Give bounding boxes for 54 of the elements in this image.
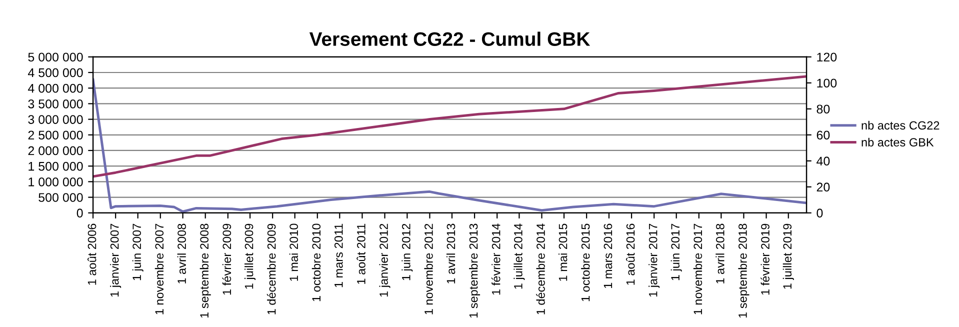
x-tick-label: 1 septembre 2018	[738, 224, 750, 318]
x-tick-label: 1 janvier 2017	[648, 224, 660, 297]
y2-tick-label: 100	[817, 78, 837, 88]
y-tick-label: 2 500 000	[28, 130, 83, 140]
y-tick-label: 4 000 000	[28, 84, 83, 93]
x-tick-label: 1 décembre 2009	[266, 224, 276, 314]
legend-label: nb actes GBK	[862, 138, 934, 147]
x-tick-label: 1 juin 2012	[402, 224, 413, 280]
x-tick-label: 1 septembre 2008	[200, 224, 211, 318]
x-tick-label: 1 mars 2016	[604, 224, 612, 288]
y-tick-label: 3 500 000	[28, 99, 83, 108]
chart-title: Versement CG22 - Cumul GBK	[309, 32, 590, 46]
x-tick-label: 1 juin 2017	[670, 224, 682, 280]
x-tick-label: 1 août 2011	[356, 224, 366, 284]
y2-tick-label: 60	[816, 130, 830, 140]
x-tick-label: 1 août 2006	[87, 224, 96, 285]
x-tick-label: 1 mai 2010	[289, 224, 298, 281]
x-tick-label: 1 septembre 2013	[469, 224, 480, 318]
x-tick-label: 1 novembre 2017	[693, 224, 702, 314]
y-tick-label: 1 000 000	[28, 177, 83, 186]
x-tick-label: 1 décembre 2014	[536, 224, 545, 314]
x-tick-label: 1 juillet 2019	[782, 224, 794, 289]
x-tick-label: 1 avril 2018	[716, 224, 724, 284]
x-tick-label: 1 mars 2011	[334, 224, 343, 288]
x-tick-label: 1 novembre 2007	[154, 224, 164, 314]
x-tick-label: 1 juillet 2014	[514, 224, 525, 289]
x-tick-label: 1 juin 2007	[132, 224, 144, 280]
x-tick-label: 1 août 2016	[626, 224, 635, 285]
x-tick-label: 1 octobre 2015	[581, 224, 590, 302]
x-tick-label: 1 mai 2015	[558, 224, 568, 281]
x-tick-label: 1 février 2014	[491, 224, 500, 295]
x-tick-label: 1 janvier 2007	[110, 224, 122, 297]
y-tick-label: 0	[76, 208, 83, 218]
x-tick-label: 1 avril 2008	[177, 224, 186, 284]
line-series	[93, 75, 807, 178]
y-tick-label: 3 000 000	[28, 115, 83, 124]
x-tick-label: 1 avril 2013	[446, 224, 456, 284]
y-tick-label: 500 000	[38, 193, 83, 202]
y2-tick-label: 0	[816, 208, 823, 218]
x-tick-label: 1 février 2009	[222, 224, 232, 295]
x-tick-label: 1 janvier 2012	[379, 224, 390, 297]
y-tick-label: 1 500 000	[28, 162, 83, 171]
x-tick-label: 1 octobre 2010	[312, 224, 321, 302]
y-tick-label: 4 500 000	[28, 68, 83, 78]
x-tick-label: 1 juillet 2009	[244, 224, 256, 289]
y2-tick-label: 80	[816, 104, 830, 114]
legend-label: nb actes CG22	[862, 120, 940, 130]
x-tick-label: 1 novembre 2012	[424, 224, 433, 314]
x-tick-label: 1 février 2019	[760, 224, 770, 295]
y-tick-label: 5 000 000	[28, 52, 83, 62]
y-tick-label: 2 000 000	[28, 146, 83, 156]
y2-tick-label: 120	[817, 52, 837, 62]
y2-tick-label: 20	[816, 182, 830, 192]
y2-tick-label: 40	[816, 156, 830, 166]
